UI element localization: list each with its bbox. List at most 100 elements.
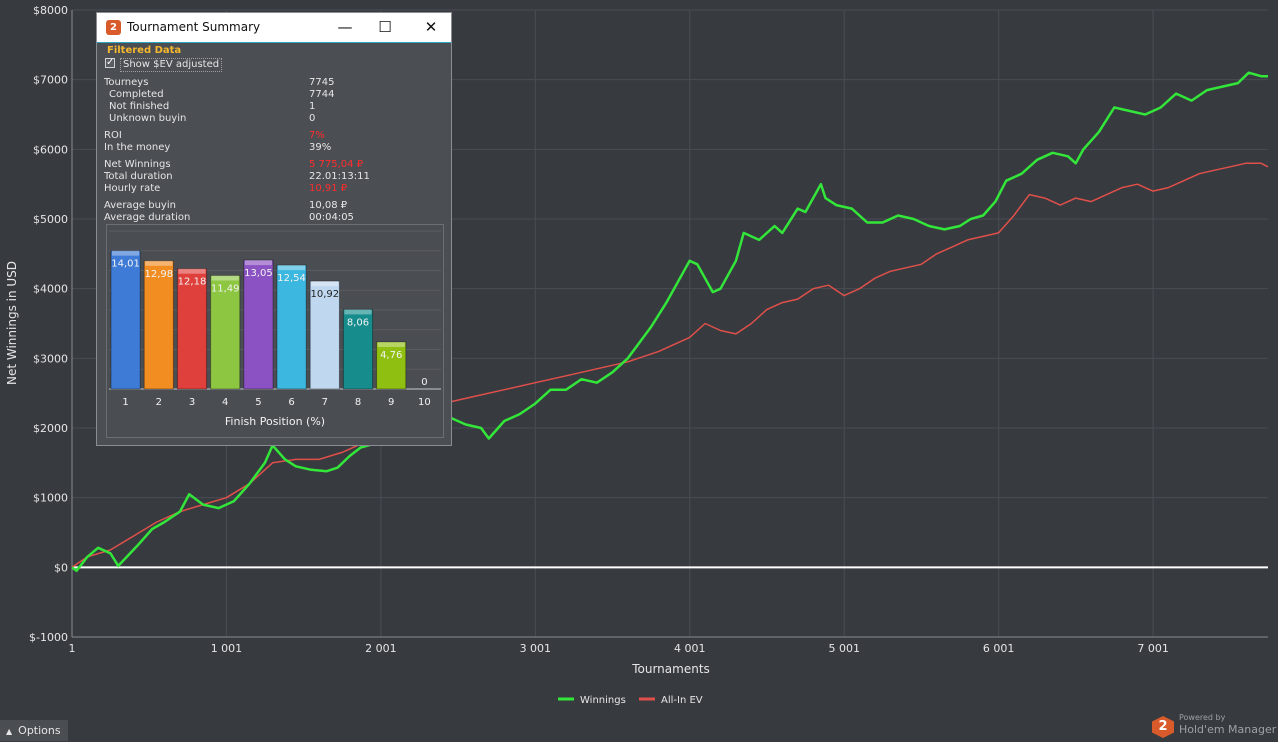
finish-bar-value-label: 13,05 — [244, 268, 273, 279]
in-the-money-label: In the money — [104, 142, 171, 153]
finish-bar-value-label: 8,06 — [347, 317, 369, 328]
show-ev-checkbox[interactable]: ✓ — [105, 57, 115, 68]
finish-bar — [243, 259, 274, 390]
x-tick-label: 4 001 — [674, 642, 706, 655]
not-finished-value: 1 — [309, 101, 316, 112]
chevron-up-icon: ▲ — [6, 727, 13, 736]
finish-bar-value-label: 4,76 — [380, 350, 402, 361]
finish-bar-value-label: 10,92 — [310, 289, 339, 300]
y-axis-title: Net Winnings in USD — [5, 261, 19, 385]
finish-position-chart: 14,01 1 12,98 2 12,18 3 11,49 4 13,05 5 12,54 6 10,9… — [106, 224, 444, 438]
total-duration-label: Total duration — [104, 171, 173, 182]
minimize-icon: — — [337, 18, 353, 36]
finish-position-svg: 14,01 1 12,98 2 12,18 3 11,49 4 13,05 5 12,54 6 10,9… — [109, 230, 441, 428]
finish-bar-highlight — [178, 268, 206, 274]
not-finished-label: Not finished — [109, 101, 170, 112]
finish-bar-highlight — [145, 260, 173, 266]
powered-by-label: Powered by — [1179, 713, 1226, 722]
finish-position-tick: 2 — [156, 397, 162, 408]
hourly-rate-value: 10,91 ₽ — [309, 183, 348, 194]
net-winnings-label: Net Winnings — [104, 159, 171, 170]
holdem-manager-logo: 2 — [1152, 716, 1174, 738]
tourneys-label: Tourneys — [104, 77, 149, 88]
finish-bar-value-label: 11,49 — [211, 284, 240, 295]
finish-bar-highlight — [211, 275, 239, 281]
maximize-icon: ☐ — [378, 18, 392, 36]
y-tick-label: $6000 — [33, 143, 68, 156]
finish-bar-value-label: 12,18 — [178, 277, 207, 288]
x-tick-label: 6 001 — [983, 642, 1015, 655]
winnings-series-line — [71, 71, 1268, 573]
close-icon: ✕ — [424, 18, 438, 36]
options-label: Options — [18, 724, 61, 737]
x-tick-label: 1 — [69, 642, 76, 655]
x-tick-label: 2 001 — [365, 642, 397, 655]
y-tick-label: $0 — [54, 561, 68, 574]
y-tick-label: $-1000 — [29, 631, 68, 644]
y-tick-label: $1000 — [33, 492, 68, 505]
finish-bar — [143, 260, 174, 390]
tourneys-value: 7745 — [309, 77, 335, 88]
y-tick-label: $4000 — [33, 283, 68, 296]
finish-bar-value-label: 14,01 — [111, 259, 140, 270]
finish-bar-highlight — [344, 309, 372, 315]
finish-bar-highlight — [112, 250, 140, 256]
net-winnings-value: 5 775,04 ₽ — [309, 159, 364, 170]
unknown-buyin-label: Unknown buyin — [109, 113, 187, 124]
finish-bar-highlight — [311, 281, 339, 287]
finish-bar — [376, 341, 407, 390]
finish-position-tick: 8 — [355, 397, 361, 408]
finish-bar — [342, 308, 374, 390]
chart-series — [71, 71, 1269, 573]
show-ev-label[interactable]: Show $EV adjusted — [120, 58, 223, 72]
options-button[interactable]: ▲ Options — [0, 720, 68, 741]
finish-bar — [276, 264, 307, 390]
finish-position-tick: 6 — [288, 397, 294, 408]
maximize-button[interactable]: ☐ — [365, 15, 405, 41]
close-button[interactable]: ✕ — [411, 15, 451, 41]
y-tick-label: $7000 — [33, 74, 68, 87]
finish-bar-value-label: 0 — [421, 377, 427, 388]
x-tick-label: 7 001 — [1137, 642, 1169, 655]
finish-position-tick: 5 — [255, 397, 261, 408]
finish-bar-value-label: 12,98 — [144, 269, 173, 280]
average-buyin-label: Average buyin — [104, 200, 176, 211]
y-tick-label: $8000 — [33, 4, 68, 17]
app-logo-icon: 2 — [106, 20, 121, 35]
y-tick-label: $3000 — [33, 352, 68, 365]
unknown-buyin-value: 0 — [309, 113, 316, 124]
tournament-summary-window[interactable]: 2 Tournament Summary — ☐ ✕ Filtered Data… — [96, 12, 452, 446]
finish-chart-bars: 14,01 1 12,98 2 12,18 3 11,49 4 13,05 5 12,54 6 10,9… — [110, 250, 431, 408]
average-duration-label: Average duration — [104, 212, 191, 223]
in-the-money-value: 39% — [309, 142, 332, 153]
finish-bar — [110, 250, 141, 390]
filtered-data-heading: Filtered Data — [107, 45, 182, 56]
window-title: Tournament Summary — [127, 20, 261, 34]
finish-bar — [309, 280, 340, 390]
average-duration-value: 00:04:05 — [309, 212, 354, 223]
x-tick-label: 1 001 — [211, 642, 243, 655]
roi-value: 7% — [309, 130, 325, 141]
finish-position-title: Finish Position (%) — [225, 415, 325, 428]
roi-label: ROI — [104, 130, 122, 141]
minimize-button[interactable]: — — [325, 15, 365, 41]
finish-bar-highlight — [278, 265, 306, 271]
finish-position-tick: 7 — [322, 397, 328, 408]
legend-winnings-label: Winnings — [580, 695, 626, 706]
powered-brand-label: Hold'em Manager — [1179, 723, 1277, 736]
hourly-rate-label: Hourly rate — [104, 183, 161, 194]
average-buyin-value: 10,08 ₽ — [309, 200, 348, 211]
x-tick-label: 5 001 — [828, 642, 860, 655]
total-duration-value: 22.01:13:11 — [309, 171, 370, 182]
finish-position-tick: 1 — [122, 397, 128, 408]
finish-position-tick: 9 — [388, 397, 394, 408]
x-tick-label: 3 001 — [520, 642, 552, 655]
completed-value: 7744 — [309, 89, 335, 100]
finish-bar — [176, 268, 208, 390]
allin-ev-series-line — [71, 162, 1269, 568]
window-titlebar[interactable]: 2 Tournament Summary — ☐ ✕ — [97, 13, 451, 43]
legend-allin-ev-label: All-In EV — [661, 695, 703, 706]
finish-bar-highlight — [244, 260, 272, 266]
completed-label: Completed — [109, 89, 164, 100]
y-tick-label: $5000 — [33, 213, 68, 226]
